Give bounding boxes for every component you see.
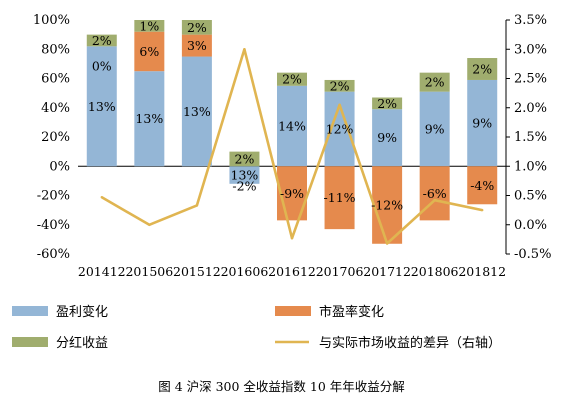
- y-right-tick-label: 0.5%: [514, 189, 547, 204]
- bar-segment: [181, 20, 212, 35]
- bar-segment: [134, 71, 165, 167]
- bar-segment: [324, 166, 355, 230]
- figure-caption: 图 4 沪深 300 全收益指数 10 年年收益分解: [158, 379, 405, 394]
- bar-segment: [467, 166, 498, 205]
- line-point: [148, 223, 151, 226]
- data-label: 14%: [278, 119, 306, 134]
- bar-segment: [467, 79, 498, 167]
- x-tick-label: 201706: [316, 264, 364, 279]
- data-label: 6%: [139, 44, 159, 59]
- bar-segment: [134, 31, 165, 72]
- x-tick-label: 201612: [268, 264, 316, 279]
- bar-segment: [229, 166, 260, 184]
- chart-axes: -60% -40% -20% 0% 20% 40% 60% 80% 100% -0.5% 0.0% 0…: [33, 13, 552, 279]
- data-label: -9%: [280, 186, 304, 201]
- y-right-tick-label: 1.0%: [514, 159, 547, 174]
- y-left-tick-label: -40%: [37, 218, 70, 233]
- line-point: [195, 204, 199, 207]
- data-label: 13%: [183, 104, 211, 119]
- data-label: -11%: [324, 190, 356, 205]
- chart-line: [100, 47, 484, 245]
- data-label: 13%: [88, 99, 116, 114]
- legend-label: 市盈率变化: [319, 304, 384, 320]
- bar-segment: [86, 46, 117, 167]
- y-right-tick-label: 0.0%: [514, 218, 547, 233]
- legend-swatch: [12, 337, 48, 347]
- y-right-tick-label: 3.5%: [514, 13, 547, 28]
- data-label: -4%: [470, 178, 494, 193]
- line-point: [385, 242, 389, 245]
- data-label: 13%: [231, 168, 259, 183]
- bar-segment: [277, 72, 307, 86]
- line-point: [100, 196, 103, 199]
- bar-segment: [419, 91, 450, 167]
- line-point: [433, 198, 436, 202]
- y-right-tick-label: 2.5%: [514, 72, 547, 87]
- bar-segment: [467, 58, 498, 80]
- bar-segment: [277, 85, 307, 167]
- bar-segment: [134, 20, 165, 32]
- data-label: 2%: [425, 75, 445, 90]
- bar-segment: [372, 166, 403, 244]
- bar-segment: [372, 97, 403, 110]
- data-label: -6%: [423, 186, 447, 201]
- x-tick-label: 201606: [221, 264, 269, 279]
- bar-segment: [419, 72, 450, 92]
- data-label: 2%: [377, 96, 397, 111]
- data-label: -2%: [232, 178, 256, 193]
- y-left-tick-label: 40%: [41, 101, 70, 116]
- y-right-tick-label: 1.5%: [514, 130, 547, 145]
- legend-swatch: [275, 306, 311, 316]
- x-tick-label: 201506: [125, 264, 173, 279]
- data-label: 3%: [187, 38, 207, 53]
- bar-segment: [229, 151, 260, 167]
- line-point: [338, 103, 341, 107]
- legend-label: 盈利变化: [56, 304, 108, 320]
- data-label: 0%: [92, 58, 112, 73]
- bar-segment: [86, 34, 117, 47]
- x-tick-label: 201412: [78, 264, 126, 279]
- legend-label: 分红收益: [56, 335, 108, 351]
- line-point: [481, 208, 484, 212]
- y-left-tick-label: 80%: [41, 42, 70, 57]
- chart-data-labels: 13%0%2%13%6%1%13%3%2%13%-2%2%14%-9%2%12%…: [88, 18, 494, 212]
- y-left-tick-label: 0%: [49, 159, 70, 174]
- y-right-tick-label: 2.0%: [514, 101, 547, 116]
- bar-segment: [419, 166, 450, 221]
- y-right-tick-label: 3.0%: [514, 42, 547, 57]
- data-label: 9%: [377, 130, 397, 145]
- legend-swatch: [12, 306, 48, 316]
- data-label: 2%: [235, 151, 255, 166]
- y-left-tick-label: -60%: [37, 247, 70, 262]
- y-left-tick-label: 20%: [41, 130, 70, 145]
- x-tick-label: 201812: [458, 264, 506, 279]
- data-label: 13%: [135, 111, 163, 126]
- bar-segment: [181, 56, 212, 167]
- data-label: 2%: [472, 61, 492, 76]
- x-tick-label: 201712: [363, 264, 411, 279]
- x-tick-label: 201512: [173, 264, 221, 279]
- data-label: 2%: [187, 20, 207, 35]
- line-point: [290, 237, 294, 240]
- data-label: 2%: [330, 78, 350, 93]
- bar-segment: [324, 79, 355, 92]
- data-label: 2%: [282, 72, 302, 87]
- data-label: 12%: [326, 121, 354, 136]
- data-label: -12%: [371, 198, 403, 213]
- bar-segment: [181, 34, 212, 57]
- chart: -60% -40% -20% 0% 20% 40% 60% 80% 100% -0.5% 0.0% 0…: [12, 13, 552, 351]
- line-point: [243, 48, 246, 51]
- bar-segment: [372, 109, 403, 167]
- y-left-tick-label: 100%: [33, 13, 70, 28]
- data-label: 9%: [472, 116, 492, 131]
- data-label: 1%: [139, 18, 159, 33]
- data-label: 2%: [92, 33, 112, 48]
- y-left-tick-label: -20%: [37, 189, 70, 204]
- data-label: 9%: [425, 121, 445, 136]
- legend-label: 与实际市场收益的差异（右轴）: [319, 335, 501, 351]
- y-left-tick-label: 60%: [41, 72, 70, 87]
- y-right-tick-label: -0.5%: [514, 247, 551, 262]
- x-tick-label: 201806: [411, 264, 459, 279]
